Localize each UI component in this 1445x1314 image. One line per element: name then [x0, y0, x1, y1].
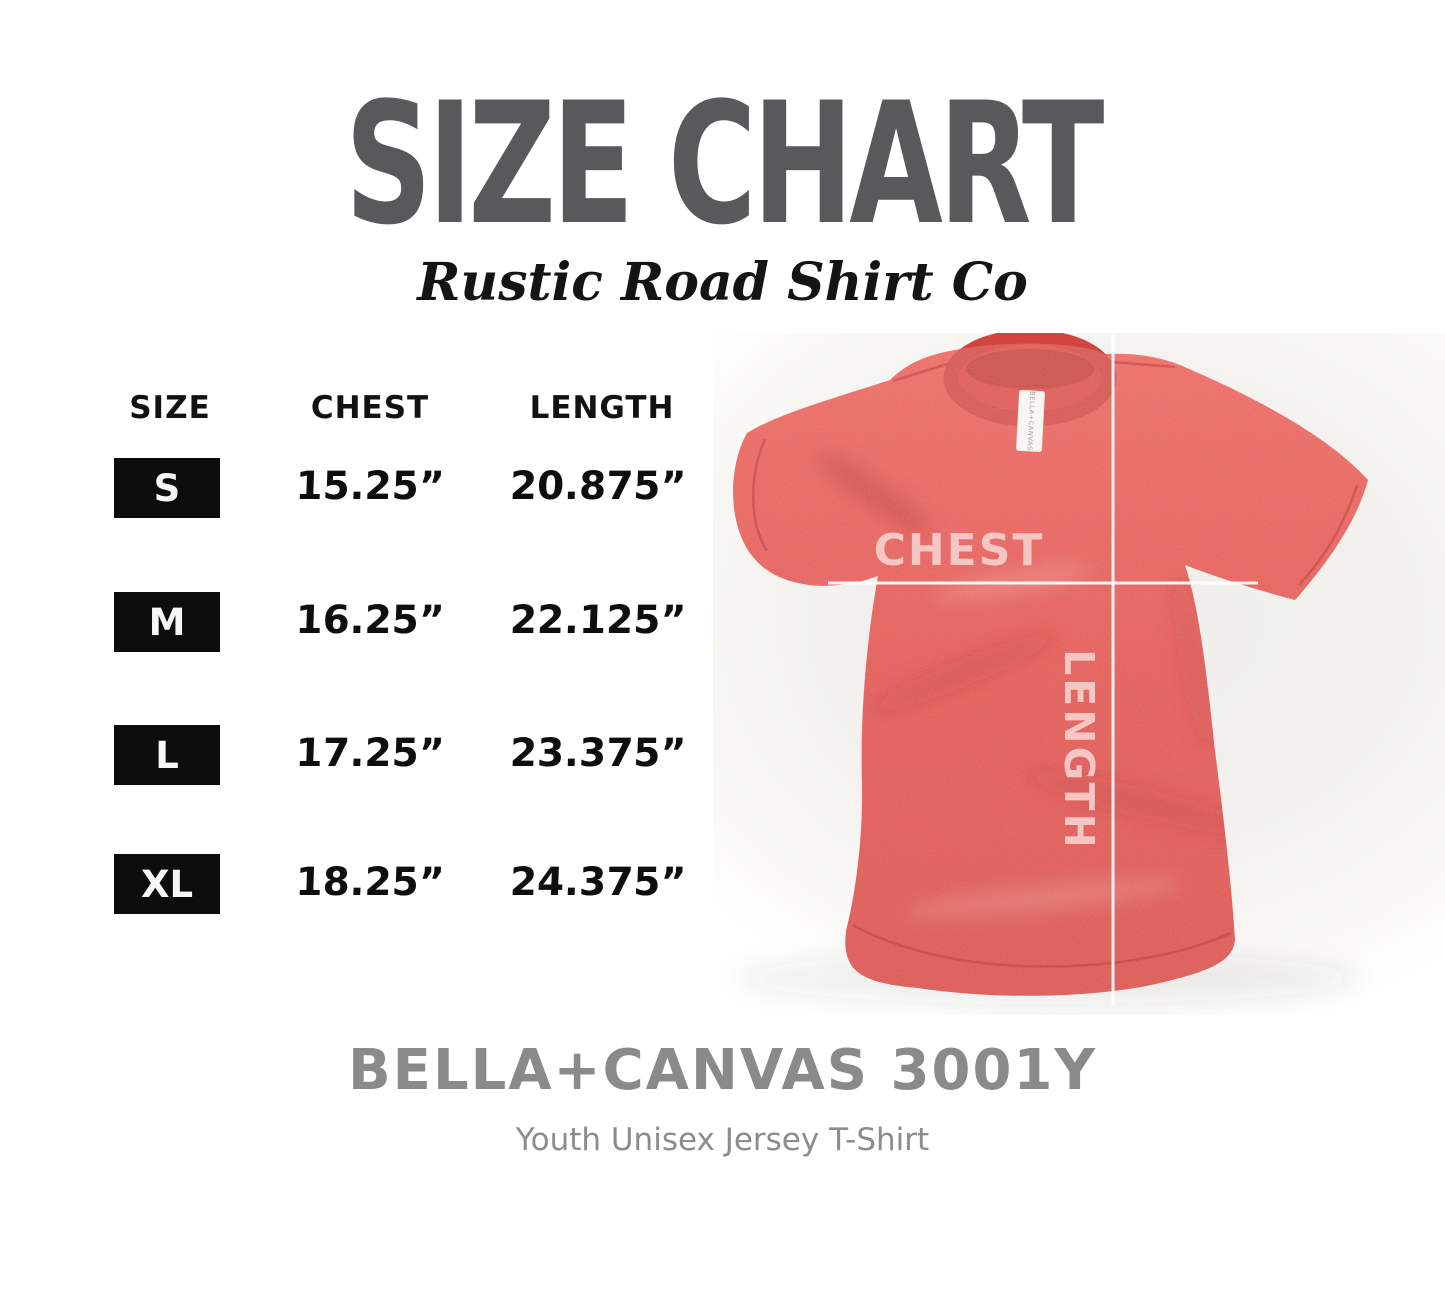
length-value-s: 20.875” [509, 464, 687, 509]
column-header-chest: CHEST [310, 390, 430, 426]
chest-value-m: 16.25” [294, 598, 446, 643]
size-badge-m: M [114, 592, 220, 652]
brand-subtitle: Rustic Road Shirt Co [417, 252, 1028, 313]
length-value-xl: 24.375” [509, 860, 687, 905]
size-badge-s: S [114, 458, 220, 518]
tshirt-photo: BELLA+CANVAS CHEST LENGTH [713, 333, 1445, 1015]
size-badge-xl: XL [114, 854, 220, 914]
column-header-size: SIZE [129, 390, 211, 426]
length-value-l: 23.375” [509, 731, 687, 776]
chest-value-l: 17.25” [294, 731, 446, 776]
chest-value-xl: 18.25” [294, 860, 446, 905]
size-badge-l: L [114, 725, 220, 785]
chest-value-s: 15.25” [294, 464, 446, 509]
chest-label: CHEST [874, 525, 1045, 576]
page-title: SIZE CHART [344, 66, 1105, 262]
product-name: BELLA+CANVAS 3001Y [348, 1038, 1097, 1103]
product-description: Youth Unisex Jersey T-Shirt [515, 1122, 930, 1158]
tshirt-illustration: BELLA+CANVAS CHEST LENGTH [733, 333, 1369, 1005]
column-header-length: LENGTH [529, 390, 675, 426]
length-label: LENGTH [1055, 649, 1103, 851]
length-value-m: 22.125” [509, 598, 687, 643]
